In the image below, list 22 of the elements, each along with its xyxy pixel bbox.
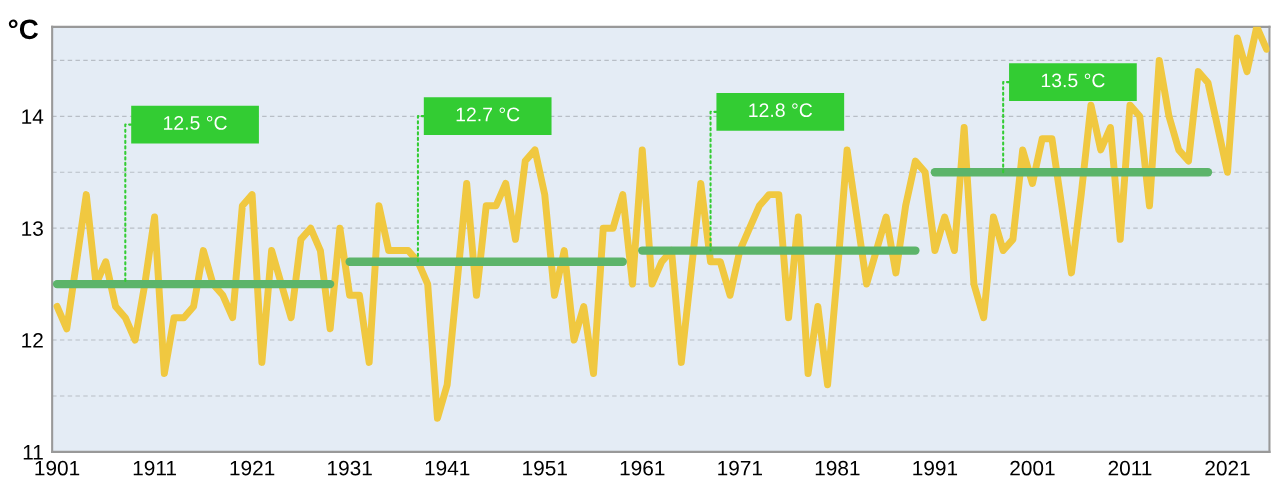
x-tick-label: 1991 [913, 460, 958, 476]
annotation: 12.5 °C [164, 116, 227, 130]
annotation: 13.5 °C [1041, 73, 1105, 88]
x-tick-label: 1971 [718, 460, 762, 476]
y-tick-label: 12 [22, 333, 43, 348]
x-tick-label: 2001 [1010, 460, 1055, 476]
x-tick-label: 1951 [523, 460, 567, 476]
x-tick-label: 1961 [620, 460, 665, 476]
x-tick-label: 1901 [35, 460, 80, 476]
x-tick-label: 2021 [1205, 460, 1250, 476]
annotation: 12.8 °C [749, 103, 813, 118]
x-tick-label: 1911 [133, 460, 176, 476]
y-axis-title: °C [8, 19, 39, 40]
x-tick-label: 1981 [815, 460, 860, 476]
x-tick-label: 1931 [328, 460, 372, 476]
y-tick-label: 14 [22, 109, 44, 124]
x-tick-label: 1941 [425, 460, 470, 476]
annotation: 12.7 °C [456, 107, 520, 122]
y-tick-label: 11 [23, 445, 43, 460]
x-tick-label: 1921 [230, 460, 275, 476]
x-tick-label: 2011 [1108, 460, 1152, 476]
y-tick-label: 13 [22, 221, 43, 236]
